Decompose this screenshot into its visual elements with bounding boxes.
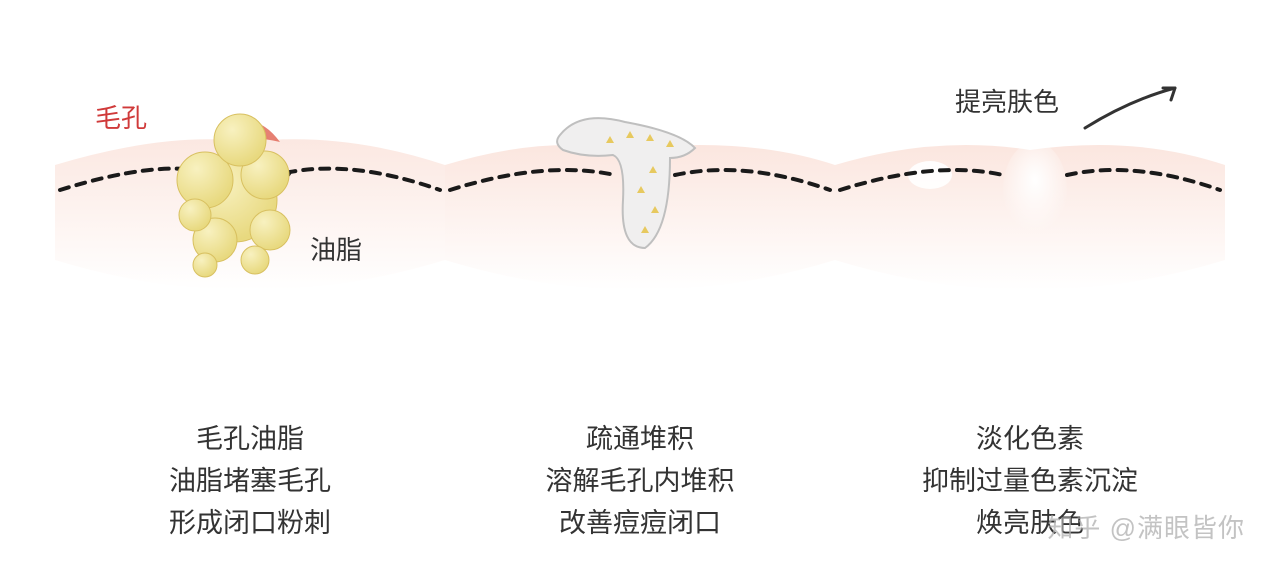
watermark-text: 知乎 @满眼皆你 [1047,508,1245,545]
panel-pore-sebum: 毛孔 油脂 [55,80,445,300]
caption-line: 毛孔油脂 [55,418,445,460]
infographic-stage: 毛孔 油脂 [0,0,1280,570]
diagram-unclog [445,80,835,300]
brighten-arrow-icon [1085,88,1175,128]
caption-line: 改善痘痘闭口 [445,502,835,544]
caption-line: 溶解毛孔内堆积 [445,460,835,502]
caption-block-2: 疏通堆积 溶解毛孔内堆积 改善痘痘闭口 [445,418,835,544]
label-pore: 毛孔 [95,98,147,135]
panel-unclog [445,80,835,300]
sebum-blob [193,253,217,277]
shine-spot [908,161,952,189]
caption-line: 淡化色素 [835,418,1225,460]
healed-pore [1003,142,1067,238]
label-brighten: 提亮肤色 [955,82,1059,119]
sebum-blob [250,210,290,250]
sebum-blob [241,246,269,274]
label-sebum: 油脂 [310,230,362,267]
caption-line: 油脂堵塞毛孔 [55,460,445,502]
caption-block-1: 毛孔油脂 油脂堵塞毛孔 形成闭口粉刺 [55,418,445,544]
caption-line: 抑制过量色素沉淀 [835,460,1225,502]
sebum-blob [214,114,266,166]
caption-line: 疏通堆积 [445,418,835,460]
panel-brighten: 提亮肤色 [835,80,1225,300]
sebum-blob [179,199,211,231]
caption-line: 形成闭口粉刺 [55,502,445,544]
